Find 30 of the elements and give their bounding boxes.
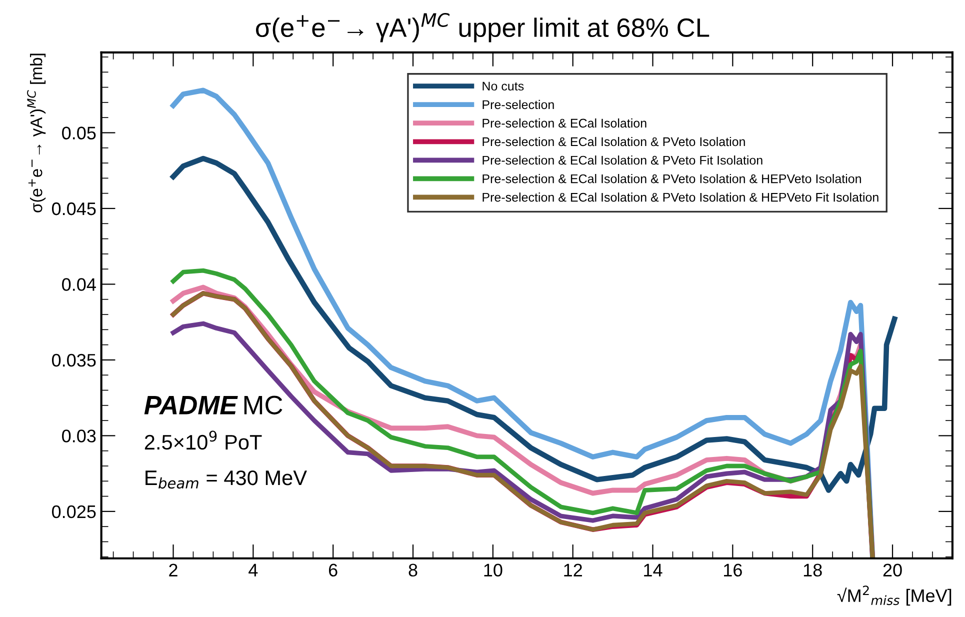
- legend-label: No cuts: [482, 82, 524, 91]
- y-tick-label: 0.025: [52, 505, 96, 518]
- y-tick-label: 0.045: [52, 202, 96, 216]
- annotation: E$_{beam}$ = 430 MeV: [146, 470, 307, 489]
- x-tick-label: 14: [644, 564, 662, 576]
- annotation: 2.5×10$^{9}$ PoT: [144, 430, 262, 450]
- legend-label: Pre-selection: [482, 100, 554, 110]
- legend-label: Pre-selection & ECal Isolation & PVeto Isolation & HEPVeto Isolation: [482, 174, 861, 184]
- x-tick-label: 8: [408, 564, 418, 577]
- x-tick-label: 10: [484, 564, 502, 577]
- y-tick-label: 0.05: [62, 126, 96, 140]
- x-tick-label: 20: [883, 564, 902, 577]
- x-tick-label: 18: [804, 564, 822, 577]
- y-axis-title: σ(e$^{+}$e$^{−}$→ γA')$^{MC}$ [mb]: [27, 54, 46, 212]
- x-tick-label: 4: [248, 564, 258, 576]
- x-axis-title: √M$^{2}$$_{miss}$ [MeV]: [837, 586, 952, 606]
- y-tick-label: 0.04: [62, 278, 96, 291]
- x-tick-label: 6: [328, 564, 338, 577]
- annotation: PADME: [144, 396, 238, 414]
- y-tick-label: 0.03: [62, 430, 96, 442]
- legend-label: Pre-selection & ECal Isolation & PVeto Fit Isolation: [482, 155, 762, 165]
- x-tick-label: 2: [169, 564, 178, 576]
- y-tick-label: 0.035: [52, 354, 96, 367]
- x-tick-label: 12: [564, 564, 582, 576]
- annotation: MC: [244, 396, 282, 414]
- x-tick-label: 16: [724, 564, 742, 577]
- chart-title: σ(e$^{+}$e$^{−}$→ γA')$^{MC}$ upper limit at 68% CL: [256, 12, 710, 42]
- legend-label: Pre-selection & ECal Isolation & PVeto Isolation: [482, 136, 745, 146]
- legend-label: Pre-selection & ECal Isolation & PVeto Isolation & HEPVeto Fit Isolation: [482, 192, 878, 202]
- legend-label: Pre-selection & ECal Isolation: [482, 118, 646, 128]
